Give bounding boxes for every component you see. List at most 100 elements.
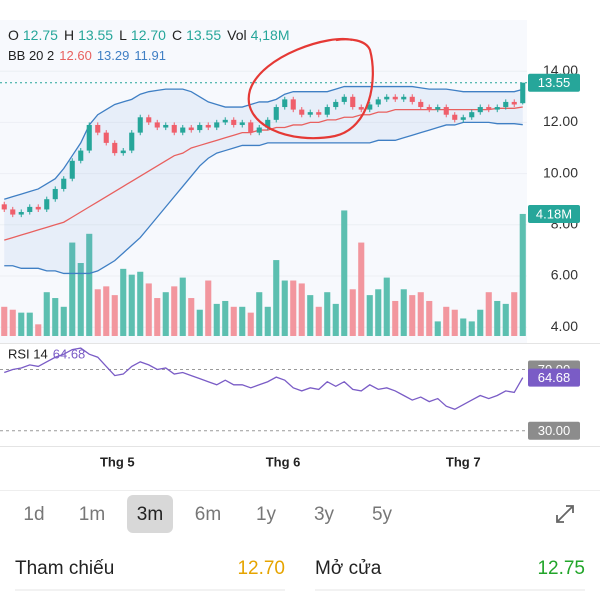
rsi-level-bg [528, 421, 580, 440]
candle-body [290, 99, 296, 110]
candle-body [214, 122, 220, 128]
range-tab[interactable]: 1m [79, 504, 105, 525]
volume-bar [332, 303, 339, 336]
last-volume-label: 4.18M [536, 206, 572, 221]
ohlc-value: 4,18M [251, 27, 290, 43]
volume-bar [43, 292, 50, 336]
volume-bar [468, 321, 475, 336]
candle-body [265, 119, 271, 128]
candle-body [384, 96, 390, 100]
candle-body [171, 124, 177, 133]
y-tick-label: 4.00 [551, 318, 578, 334]
volume-bar [137, 271, 144, 336]
y-tick-label: 12.00 [543, 113, 578, 129]
volume-bar [383, 277, 390, 336]
candle-body [273, 107, 279, 120]
candle-body [299, 109, 305, 115]
candle-body [341, 96, 347, 102]
volume-bar [417, 292, 424, 336]
candle-body [520, 82, 526, 104]
candle-body [350, 96, 356, 108]
range-tab[interactable]: 1y [256, 504, 277, 525]
range-tab[interactable]: 5y [372, 504, 393, 525]
volume-bar [434, 321, 441, 336]
expand-icon[interactable] [556, 505, 574, 523]
volume-bar [179, 277, 186, 336]
volume-bar [358, 242, 365, 336]
candle-body [78, 150, 84, 161]
ohlc-header: O 12.75 H 13.55 L 12.70 C 13.55 Vol 4,18M [8, 27, 290, 43]
candle-body [205, 124, 211, 128]
volume-bar [26, 312, 33, 336]
candle-body [392, 96, 398, 100]
band-upper [4, 85, 523, 200]
candle-body [494, 107, 500, 110]
x-tick-label: Thg 7 [446, 454, 481, 469]
candle-body [409, 96, 415, 102]
candle-body [503, 101, 509, 108]
volume-bar [477, 309, 484, 336]
volume-bar [205, 280, 212, 336]
ohlc-key: H [64, 27, 74, 43]
volume-bar [9, 309, 16, 336]
volume-bar [273, 260, 280, 336]
volume-bar [264, 306, 271, 336]
candle-body [18, 212, 24, 215]
candle-body [316, 112, 322, 115]
candle-body [10, 209, 16, 215]
volume-bar [69, 242, 76, 336]
x-tick-label: Thg 6 [266, 454, 301, 469]
volume-bar [247, 312, 254, 336]
range-tab[interactable]: 3y [314, 504, 335, 525]
tab-active-bg [127, 495, 173, 533]
candle-body [103, 132, 109, 143]
candle-body [95, 124, 101, 133]
volume-bar [290, 280, 297, 336]
range-tab[interactable]: 1d [23, 504, 44, 525]
candle-body [256, 127, 262, 133]
candle-body [426, 107, 432, 110]
volume-bar [392, 300, 399, 336]
candle-body [511, 101, 517, 105]
candle-body [401, 96, 407, 100]
range-tab[interactable]: 3m [137, 504, 163, 525]
volume-bar [315, 306, 322, 336]
volume-bar [120, 268, 127, 336]
candle-body [486, 107, 492, 110]
rsi-title: RSI 14 [8, 346, 48, 361]
y-tick-label: 30.00 [538, 423, 571, 438]
candle-body [418, 101, 424, 108]
volume-bar [400, 289, 407, 336]
candle-body [35, 206, 41, 210]
stat-label: Tham chiếu [15, 558, 114, 579]
volume-bar [86, 233, 93, 336]
volume-bar [60, 306, 67, 336]
candle-body [324, 107, 330, 115]
ohlc-key: C [172, 27, 182, 43]
ohlc-value: 12.70 [131, 27, 166, 43]
rsi-line [4, 347, 524, 410]
volume-bar [18, 312, 25, 336]
volume-bar [222, 300, 229, 336]
candle-body [180, 127, 186, 133]
candle-body [52, 188, 58, 200]
volume-bar [307, 295, 314, 336]
candle-body [61, 178, 67, 189]
candle-body [120, 150, 126, 154]
volume-bar [511, 292, 518, 336]
range-tab[interactable]: 6m [195, 504, 221, 525]
volume-bar [196, 309, 203, 336]
last-price-label-bg [528, 73, 580, 92]
stat-value: 12.75 [537, 558, 585, 579]
stat-label: Mở cửa [315, 558, 382, 579]
volume-bar [349, 289, 356, 336]
candle-body [248, 122, 254, 133]
volume-bar [494, 300, 501, 336]
stat-value: 12.70 [237, 558, 285, 579]
volume-bar [128, 274, 135, 336]
rsi-panel-bg [0, 345, 527, 446]
volume-bar [111, 295, 118, 336]
candle-body [44, 199, 50, 210]
volume-bar [519, 213, 526, 336]
